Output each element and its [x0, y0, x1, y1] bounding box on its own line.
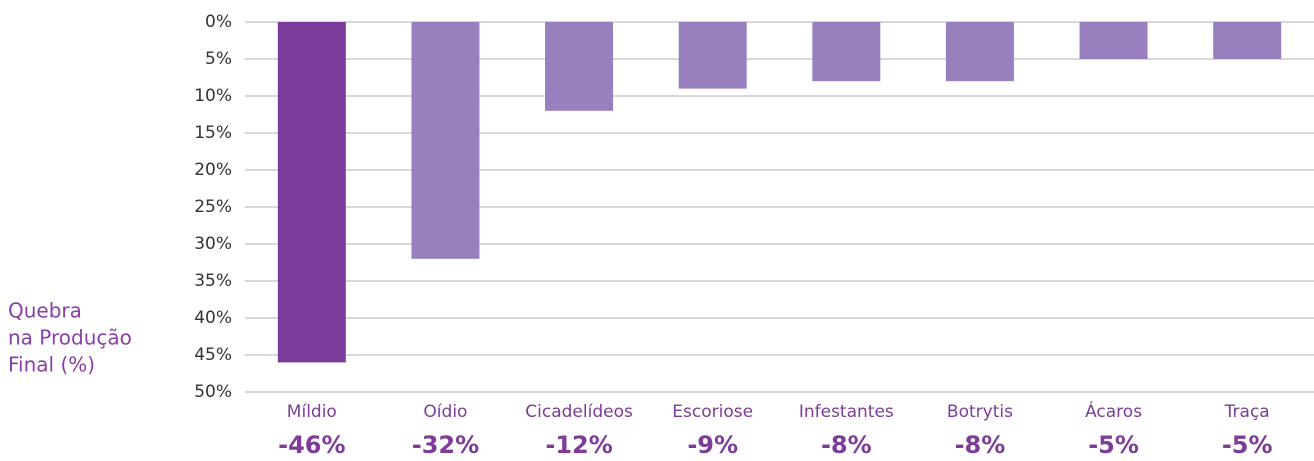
y-axis-label: Final (%) [8, 353, 95, 377]
y-tick-label: 10% [194, 86, 232, 106]
y-tick-label: 0% [205, 12, 232, 32]
value-label: -8% [821, 431, 872, 459]
y-axis-label: Quebra [8, 299, 82, 323]
bar [1213, 22, 1282, 59]
x-tick-label: Cicadelídeos [525, 402, 633, 422]
x-tick-label: Oídio [423, 402, 467, 422]
bar [277, 22, 346, 363]
x-tick-label: Botrytis [947, 402, 1013, 422]
y-tick-label: 15% [194, 123, 232, 143]
y-tick-label: 45% [194, 345, 232, 365]
x-tick-label: Infestantes [799, 402, 894, 422]
value-label: -46% [278, 431, 345, 459]
bar [411, 22, 480, 259]
value-label: -32% [412, 431, 479, 459]
bar [545, 22, 614, 111]
value-label: -12% [545, 431, 612, 459]
x-tick-label: Ácaros [1085, 400, 1142, 422]
bar [812, 22, 881, 82]
y-tick-label: 20% [194, 160, 232, 180]
x-tick-label: Míldio [287, 402, 337, 422]
value-label: -5% [1088, 431, 1139, 459]
y-tick-label: 5% [205, 49, 232, 69]
value-label: -5% [1222, 431, 1273, 459]
value-label: -8% [955, 431, 1006, 459]
y-tick-label: 50% [194, 382, 232, 402]
bar [945, 22, 1014, 82]
y-tick-label: 30% [194, 234, 232, 254]
bar [678, 22, 747, 89]
x-tick-label: Escoriose [672, 402, 753, 422]
bar [1079, 22, 1148, 59]
x-tick-label: Traça [1224, 402, 1270, 422]
y-tick-label: 25% [194, 197, 232, 217]
y-tick-label: 35% [194, 271, 232, 291]
y-tick-label: 40% [194, 308, 232, 328]
y-axis-label: na Produção [8, 326, 132, 350]
value-label: -9% [687, 431, 738, 459]
